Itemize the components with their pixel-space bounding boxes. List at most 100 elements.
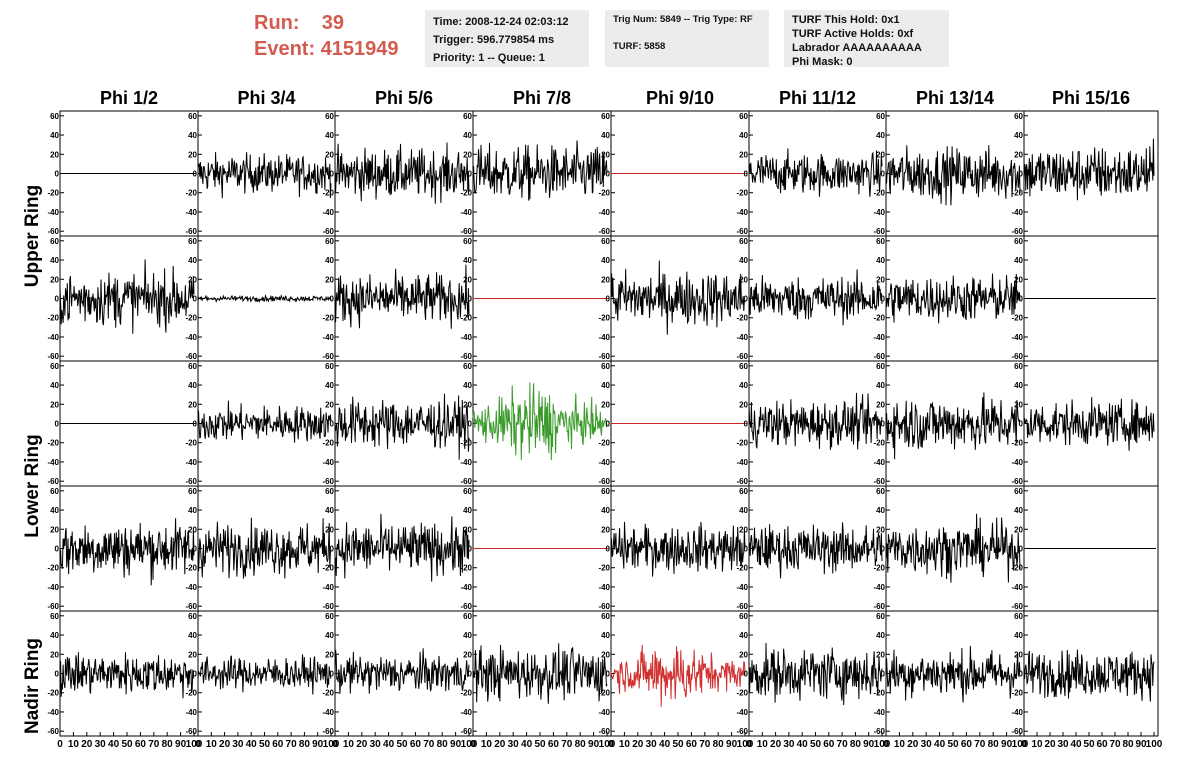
y-tick-label: 40 xyxy=(325,381,334,390)
y-tick-label: -60 xyxy=(873,352,885,361)
y-tick-label: 60 xyxy=(1014,612,1023,621)
x-tick-label: 30 xyxy=(646,739,658,750)
x-tick-label: 40 xyxy=(659,739,671,750)
waveform-trace xyxy=(197,400,332,443)
waveform-panel: 60 40 20 0 -20 -40 -60 xyxy=(460,610,612,737)
y-tick-label: -60 xyxy=(1011,477,1023,486)
y-tick-label: 60 xyxy=(1014,487,1023,496)
y-tick-label: 60 xyxy=(325,237,334,246)
column-title: Phi 13/14 xyxy=(916,88,994,108)
y-tick-label: 0 xyxy=(330,170,335,179)
trig-num-text: Trig Num: 5849 -- Trig Type: RF xyxy=(613,14,753,25)
y-tick-label: 60 xyxy=(601,487,610,496)
x-tick-label: 30 xyxy=(232,739,244,750)
y-tick-label: 40 xyxy=(739,506,748,515)
y-tick-label: 40 xyxy=(50,631,59,640)
x-tick-label: 70 xyxy=(286,739,298,750)
y-tick-label: 0 xyxy=(744,670,749,679)
panel-frame xyxy=(885,110,1025,237)
y-tick-label: -40 xyxy=(322,708,334,717)
y-tick-label: -40 xyxy=(185,333,197,342)
x-tick-label: 90 xyxy=(1135,739,1147,750)
y-tick-label: -20 xyxy=(598,564,610,573)
run-event-header: Run: 39 Event: 4151949 xyxy=(254,10,399,62)
y-tick-label: 0 xyxy=(55,670,60,679)
x-tick-label: 70 xyxy=(423,739,435,750)
y-tick-label: 40 xyxy=(325,506,334,515)
x-tick-label: 80 xyxy=(713,739,725,750)
y-tick-label: 40 xyxy=(876,506,885,515)
y-tick-label: 20 xyxy=(463,650,472,659)
waveform-panel: 60 40 20 0 -20 -40 -60 xyxy=(185,360,336,487)
x-tick-label: 60 xyxy=(135,739,147,750)
waveform-trace xyxy=(885,392,1021,460)
waveform-trace xyxy=(748,269,883,326)
x-tick-label: 50 xyxy=(947,739,959,750)
waveform-panel: 60 40 20 0 -20 -40 -60 xyxy=(47,610,199,737)
y-tick-label: -20 xyxy=(322,439,334,448)
y-tick-label: -40 xyxy=(598,458,610,467)
y-tick-label: -60 xyxy=(185,352,197,361)
y-tick-label: -40 xyxy=(460,708,472,717)
y-tick-label: -20 xyxy=(1011,564,1023,573)
y-tick-label: 40 xyxy=(876,131,885,140)
waveform-panel: 60 40 20 0 -20 -40 -60 xyxy=(1011,610,1159,737)
y-tick-label: -60 xyxy=(460,352,472,361)
y-tick-label: -60 xyxy=(47,602,59,611)
y-tick-label: -20 xyxy=(185,689,197,698)
y-tick-label: -60 xyxy=(873,602,885,611)
y-tick-label: -60 xyxy=(598,727,610,736)
y-tick-label: 60 xyxy=(601,612,610,621)
y-tick-label: -40 xyxy=(873,458,885,467)
y-tick-label: 0 xyxy=(744,295,749,304)
y-tick-label: 60 xyxy=(739,112,748,121)
waveform-trace xyxy=(334,142,470,204)
panel-frame xyxy=(334,110,474,237)
y-tick-label: -60 xyxy=(1011,227,1023,236)
waveform-trace xyxy=(59,259,195,334)
y-tick-label: 0 xyxy=(606,670,611,679)
y-tick-label: 0 xyxy=(330,545,335,554)
y-tick-label: -20 xyxy=(1011,439,1023,448)
y-tick-label: 40 xyxy=(1014,256,1023,265)
x-tick-label: 40 xyxy=(797,739,809,750)
x-tick-label: 70 xyxy=(1109,739,1121,750)
waveform-trace xyxy=(197,152,332,199)
x-tick-label: 60 xyxy=(272,739,284,750)
y-tick-label: 40 xyxy=(188,506,197,515)
y-tick-label: -20 xyxy=(460,314,472,323)
column-titles: Phi 1/2 Phi 3/4 Phi 5/6 Phi 7/8 Phi 9/10 Phi … xyxy=(100,88,1130,108)
y-tick-label: 20 xyxy=(876,650,885,659)
waveform-panel: 60 40 20 0 -20 -40 -60 xyxy=(460,235,612,362)
y-tick-label: 60 xyxy=(739,487,748,496)
y-tick-label: 20 xyxy=(325,525,334,534)
y-tick-label: 0 xyxy=(881,295,886,304)
waveform-panel: 60 40 20 0 -20 -40 -60 xyxy=(873,360,1025,487)
y-tick-label: -40 xyxy=(598,208,610,217)
waveform-trace xyxy=(610,521,746,577)
column-title: Phi 5/6 xyxy=(375,88,433,108)
x-tick-label: 10 xyxy=(619,739,631,750)
y-tick-label: -40 xyxy=(1011,583,1023,592)
y-tick-label: 20 xyxy=(876,400,885,409)
waveform-trace xyxy=(748,642,883,706)
waveform-panel: 60 40 20 0 -20 -40 -60 xyxy=(598,235,750,362)
y-tick-label: 20 xyxy=(1014,150,1023,159)
trigger-text: Trigger: 596.779854 ms xyxy=(433,34,555,46)
waveform-panel: 60 40 20 0 -20 -40 -60 xyxy=(185,485,336,612)
y-tick-label: 20 xyxy=(188,525,197,534)
x-tick-label: 90 xyxy=(312,739,324,750)
y-tick-label: -60 xyxy=(322,477,334,486)
y-tick-label: 0 xyxy=(193,295,198,304)
x-tick-label: 90 xyxy=(863,739,875,750)
y-tick-label: 0 xyxy=(744,170,749,179)
y-tick-label: -40 xyxy=(736,708,748,717)
y-tick-label: 40 xyxy=(50,381,59,390)
y-tick-label: -40 xyxy=(322,583,334,592)
y-tick-label: 60 xyxy=(463,112,472,121)
y-tick-label: -60 xyxy=(47,727,59,736)
y-tick-label: 60 xyxy=(876,487,885,496)
waveform-trace xyxy=(472,140,608,201)
x-tick-label: 40 xyxy=(246,739,258,750)
x-tick-label: 60 xyxy=(961,739,973,750)
